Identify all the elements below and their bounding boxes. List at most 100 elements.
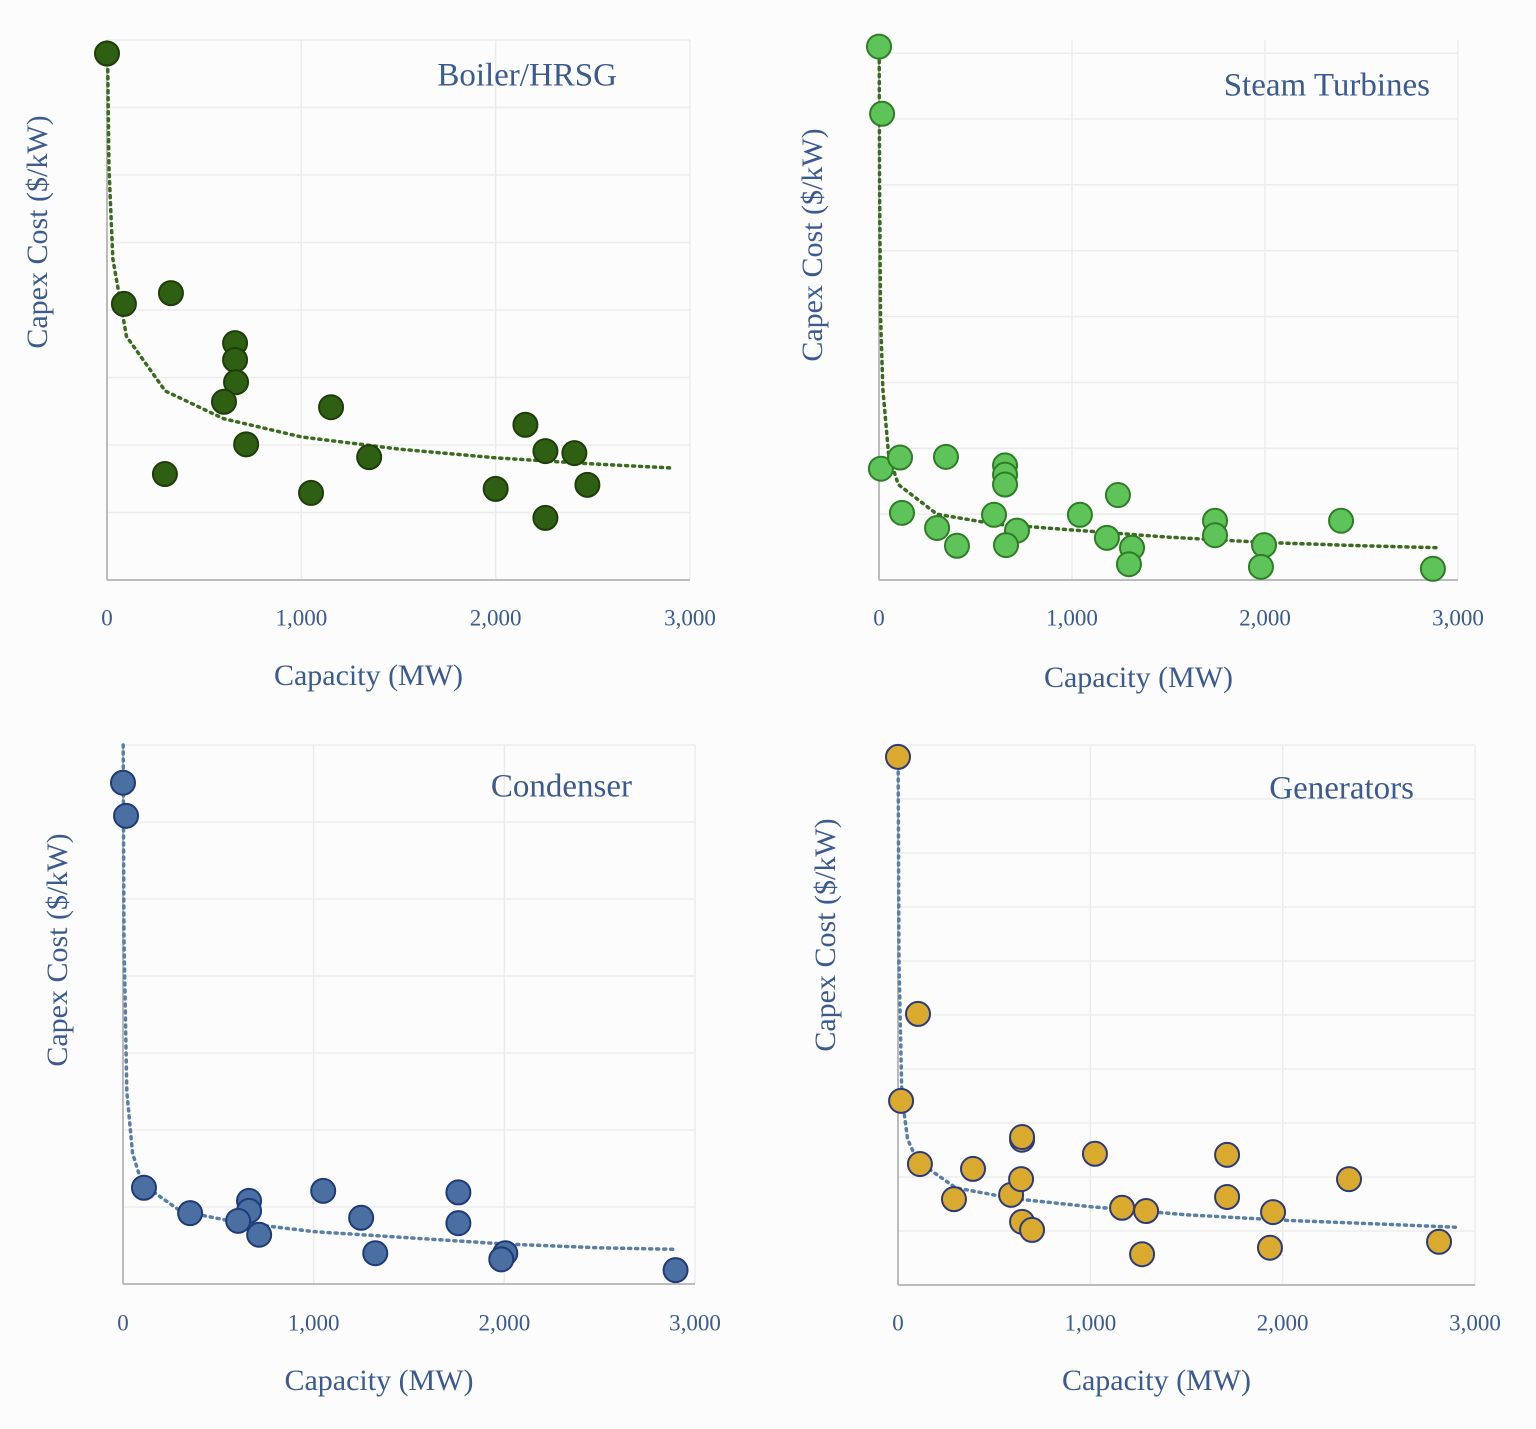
chart-title: Condenser	[491, 769, 632, 805]
trend-line	[896, 770, 1458, 1229]
data-point	[1256, 1234, 1283, 1261]
data-point	[512, 411, 539, 438]
data-point	[318, 394, 345, 421]
data-point	[1104, 482, 1131, 509]
data-point	[110, 290, 137, 317]
x-tick-label: 3,000	[664, 605, 716, 630]
y-axis-label: Capex Cost ($/kW)	[809, 818, 842, 1051]
data-point	[362, 1240, 389, 1267]
x-tick-label: 2,000	[478, 1310, 530, 1335]
data-point	[1009, 1124, 1036, 1151]
data-point	[662, 1257, 689, 1284]
x-tick-label: 1,000	[1046, 605, 1098, 630]
data-point	[222, 346, 249, 373]
data-point	[869, 100, 896, 127]
data-point	[866, 33, 892, 60]
trend-line	[106, 67, 673, 470]
data-point	[532, 438, 559, 465]
data-point	[1214, 1183, 1241, 1210]
data-point	[888, 1087, 915, 1114]
data-point	[867, 455, 894, 482]
trend-line	[877, 44, 1441, 550]
data-point	[906, 1151, 933, 1178]
data-point	[1066, 501, 1093, 528]
chart-title: Steam Turbines	[1224, 68, 1430, 104]
data-point	[1202, 522, 1229, 549]
data-point	[932, 443, 959, 470]
data-point	[532, 504, 559, 531]
x-axis-label: Capacity (MW)	[1062, 1364, 1251, 1397]
data-point	[1214, 1141, 1241, 1168]
x-axis-label: Capacity (MW)	[274, 659, 463, 692]
data-point	[445, 1179, 472, 1206]
data-point	[298, 479, 325, 506]
y-axis-label: Capex Cost ($/kW)	[21, 115, 54, 348]
data-point	[1328, 507, 1355, 534]
data-point	[1419, 555, 1446, 582]
data-point	[310, 1177, 337, 1204]
data-point	[1260, 1199, 1287, 1226]
data-point	[1109, 1194, 1136, 1221]
data-point	[924, 514, 951, 541]
data-point	[130, 1174, 157, 1201]
data-point	[1336, 1166, 1363, 1193]
data-point	[1019, 1216, 1046, 1243]
data-point	[992, 532, 1019, 559]
y-axis-label: Capex Cost ($/kW)	[796, 128, 829, 361]
data-point	[888, 499, 915, 526]
x-tick-label: 0	[101, 605, 113, 630]
data-point	[1426, 1228, 1453, 1255]
chart-title: Boiler/HRSG	[437, 58, 617, 94]
data-point	[885, 743, 911, 770]
data-point	[960, 1155, 987, 1182]
data-point	[574, 471, 601, 498]
x-tick-label: 2,000	[1239, 605, 1291, 630]
x-tick-label: 0	[117, 1310, 129, 1335]
x-tick-label: 0	[873, 605, 885, 630]
data-point	[561, 440, 588, 467]
data-point	[943, 532, 970, 559]
data-point	[1115, 551, 1142, 578]
x-axis-label: Capacity (MW)	[284, 1364, 473, 1397]
x-tick-label: 3,000	[1432, 605, 1484, 630]
trend-line	[121, 743, 678, 1252]
data-point	[225, 1207, 252, 1234]
data-point	[488, 1246, 515, 1273]
data-point	[445, 1210, 472, 1237]
data-point	[94, 40, 120, 67]
x-tick-label: 3,000	[1449, 1310, 1501, 1335]
data-point	[151, 461, 178, 488]
data-point	[1008, 1166, 1035, 1193]
x-tick-label: 0	[892, 1310, 904, 1335]
data-point	[177, 1200, 204, 1227]
data-point	[356, 444, 383, 471]
x-tick-label: 2,000	[1257, 1310, 1309, 1335]
data-point	[348, 1204, 375, 1231]
x-tick-label: 1,000	[288, 1310, 340, 1335]
data-point	[1251, 532, 1278, 559]
x-tick-label: 1,000	[275, 605, 327, 630]
data-point	[905, 1000, 932, 1027]
x-tick-label: 1,000	[1064, 1310, 1116, 1335]
x-tick-label: 2,000	[470, 605, 522, 630]
data-point	[210, 388, 237, 415]
x-tick-label: 3,000	[669, 1310, 721, 1335]
data-point	[113, 802, 140, 829]
data-point	[482, 475, 509, 502]
data-point	[1081, 1140, 1108, 1167]
data-point	[981, 501, 1008, 528]
data-point	[1133, 1198, 1160, 1225]
x-axis-label: Capacity (MW)	[1044, 661, 1233, 694]
data-point	[223, 369, 250, 396]
data-point	[992, 471, 1019, 498]
y-axis-label: Capex Cost ($/kW)	[41, 833, 74, 1066]
data-point	[233, 431, 260, 458]
data-point	[110, 769, 136, 796]
data-point	[246, 1221, 273, 1248]
chart-title: Generators	[1269, 771, 1414, 807]
data-point	[940, 1186, 967, 1213]
data-point	[1093, 524, 1120, 551]
data-point	[1129, 1241, 1156, 1268]
